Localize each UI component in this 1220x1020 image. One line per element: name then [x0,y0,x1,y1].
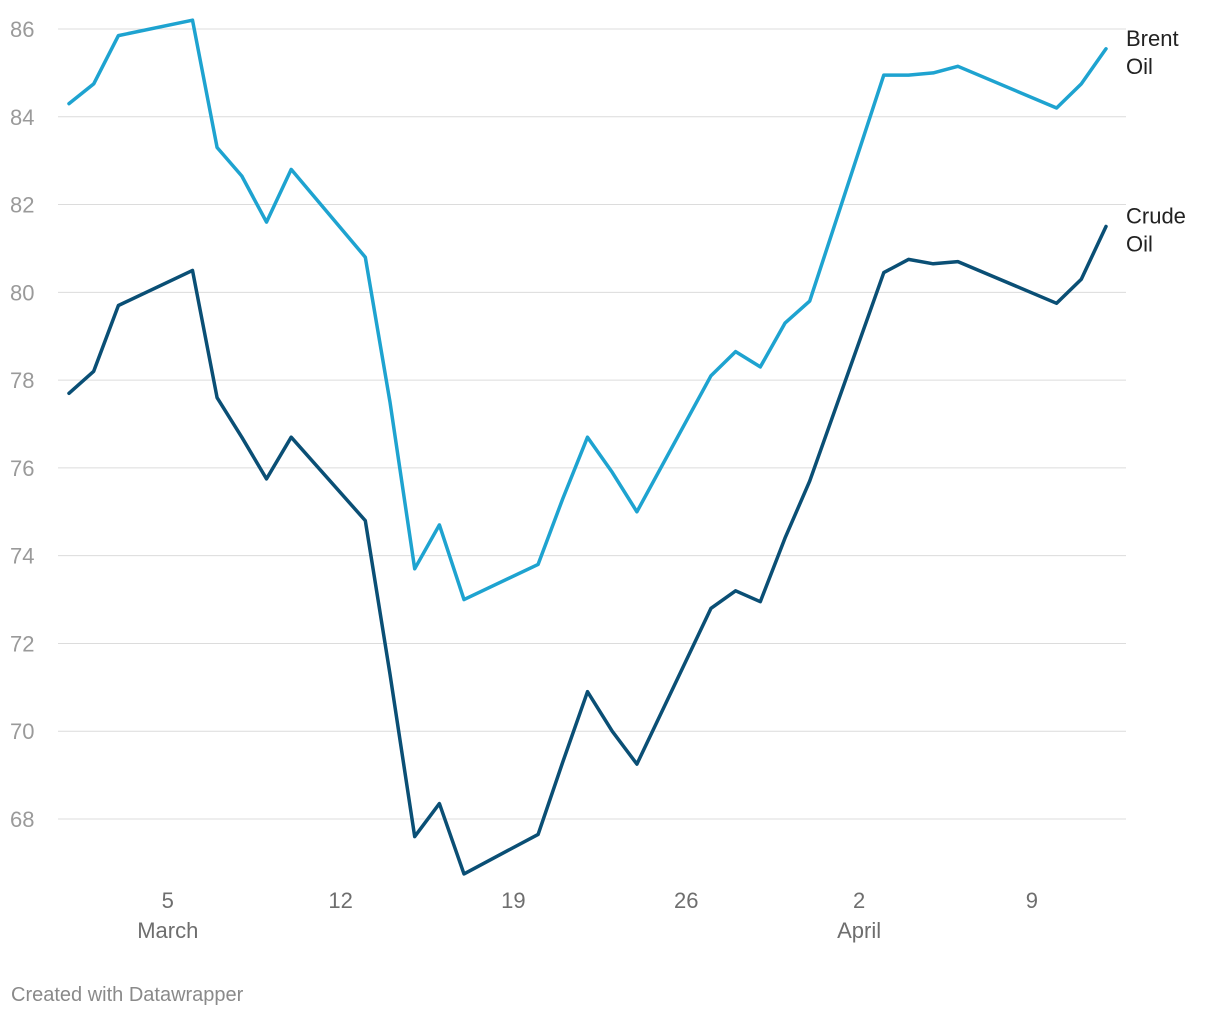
y-tick-label: 84 [10,105,34,130]
x-tick-label: 12 [328,888,352,913]
series-line-crude-oil [67,224,1108,876]
series-lines [67,18,1108,876]
x-tick-label: 5 [162,888,174,913]
x-tick-label: 19 [501,888,525,913]
gridlines [58,28,1126,820]
series-label-brent-oil: Brent Oil [1126,26,1179,79]
x-tick-label: 2 [853,888,865,913]
y-tick-label: 80 [10,280,34,305]
x-tick-label: 9 [1026,888,1038,913]
y-tick-label: 68 [10,807,34,832]
series-labels: Brent Oil Crude Oil [1126,26,1186,257]
credit-text: Created with Datawrapper [11,984,244,1006]
y-tick-label: 74 [10,544,34,569]
series-line-brent-oil [67,18,1108,602]
y-tick-label: 78 [10,368,34,393]
x-axis: 5 March 12 19 26 2 April 9 [137,888,1038,943]
y-axis: 68 70 72 74 76 78 80 82 84 86 [10,17,34,832]
x-tick-month-label: March [137,918,198,943]
y-tick-label: 86 [10,17,34,42]
series-label-crude-oil: Crude Oil [1126,204,1186,257]
line-chart: 68 70 72 74 76 78 80 82 84 86 5 March 12 19 26 2 April 9… [10,17,1186,943]
y-tick-label: 82 [10,193,34,218]
y-tick-label: 70 [10,719,34,744]
y-tick-label: 76 [10,456,34,481]
x-tick-month-label: April [837,918,881,943]
y-tick-label: 72 [10,631,34,656]
x-tick-label: 26 [674,888,698,913]
